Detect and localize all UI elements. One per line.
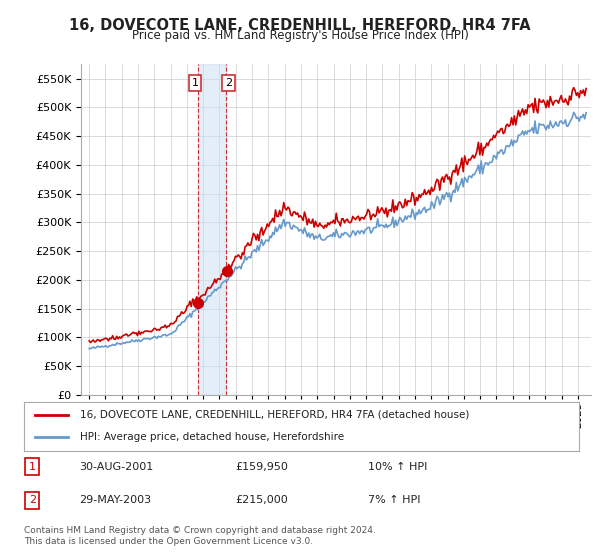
Text: 29-MAY-2003: 29-MAY-2003 — [79, 495, 152, 505]
Text: 2: 2 — [29, 495, 36, 505]
Text: £215,000: £215,000 — [235, 495, 287, 505]
Text: 1: 1 — [29, 462, 36, 472]
Text: 10% ↑ HPI: 10% ↑ HPI — [368, 462, 427, 472]
Text: £159,950: £159,950 — [235, 462, 288, 472]
Text: HPI: Average price, detached house, Herefordshire: HPI: Average price, detached house, Here… — [79, 432, 344, 442]
Text: 2: 2 — [225, 78, 232, 88]
Bar — [197, 64, 226, 395]
Text: Price paid vs. HM Land Registry's House Price Index (HPI): Price paid vs. HM Land Registry's House … — [131, 29, 469, 42]
Text: 16, DOVECOTE LANE, CREDENHILL, HEREFORD, HR4 7FA (detached house): 16, DOVECOTE LANE, CREDENHILL, HEREFORD,… — [79, 410, 469, 420]
Text: 16, DOVECOTE LANE, CREDENHILL, HEREFORD, HR4 7FA: 16, DOVECOTE LANE, CREDENHILL, HEREFORD,… — [69, 18, 531, 33]
Text: 1: 1 — [192, 78, 199, 88]
Text: Contains HM Land Registry data © Crown copyright and database right 2024.
This d: Contains HM Land Registry data © Crown c… — [24, 526, 376, 546]
Text: 30-AUG-2001: 30-AUG-2001 — [79, 462, 154, 472]
Text: 7% ↑ HPI: 7% ↑ HPI — [368, 495, 421, 505]
